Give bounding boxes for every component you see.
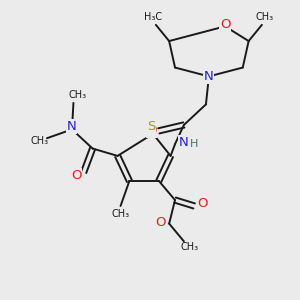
Text: CH₃: CH₃ <box>69 90 87 100</box>
Text: N: N <box>67 120 76 133</box>
Text: O: O <box>71 169 82 182</box>
Text: S: S <box>147 120 156 133</box>
Text: CH₃: CH₃ <box>181 242 199 252</box>
Text: O: O <box>220 18 230 32</box>
Text: CH₃: CH₃ <box>112 209 130 219</box>
Text: CH₃: CH₃ <box>31 136 49 146</box>
Text: O: O <box>156 216 166 229</box>
Text: H: H <box>190 139 198 149</box>
Text: H₃C: H₃C <box>144 13 162 22</box>
Text: O: O <box>197 197 208 210</box>
Text: N: N <box>179 136 189 149</box>
Text: O: O <box>146 124 157 137</box>
Text: CH₃: CH₃ <box>256 13 274 22</box>
Text: N: N <box>204 70 214 83</box>
